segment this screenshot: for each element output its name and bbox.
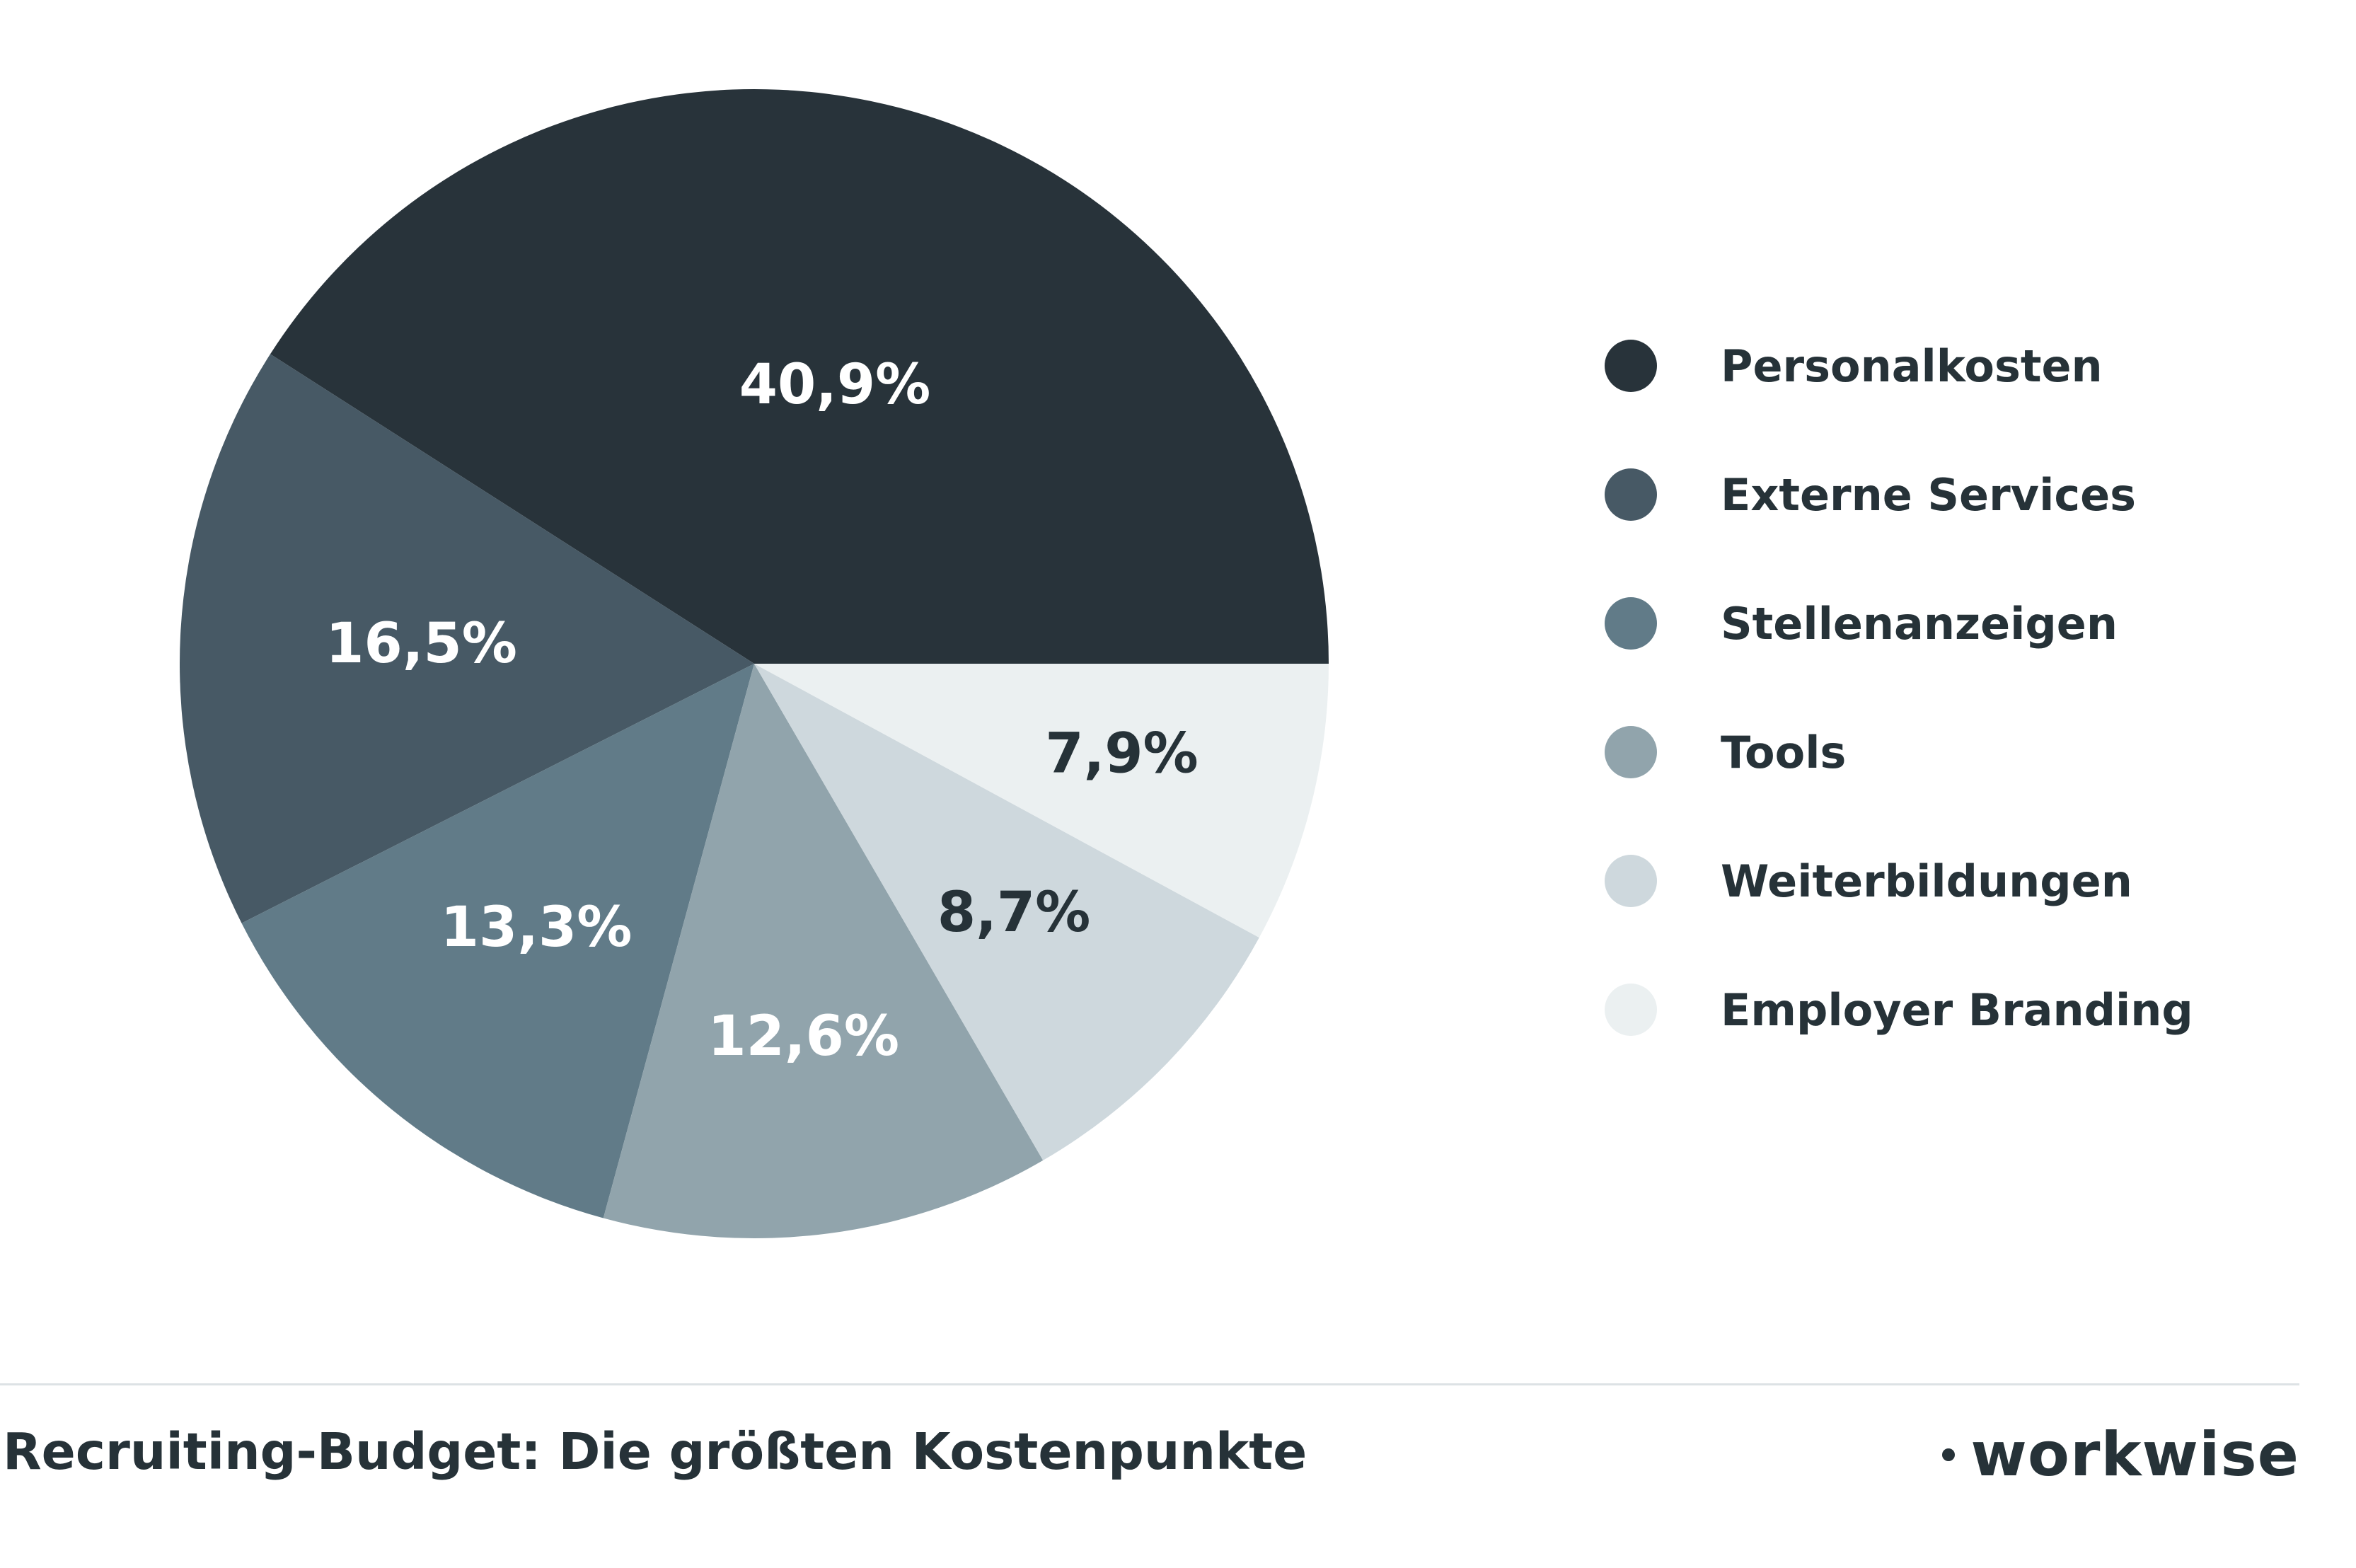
slice-label-externe-services: 16,5% [325, 612, 517, 676]
legend-item-externe-services: Externe Services [1605, 430, 2193, 559]
legend-item-weiterbildungen: Weiterbildungen [1605, 817, 2193, 945]
slice-label-employer-branding: 7,9% [1045, 722, 1198, 785]
pie-slice-employer-branding [754, 664, 1329, 938]
legend-swatch-stellenanzeigen [1605, 597, 1657, 650]
pie-slice-externe-services [179, 354, 754, 923]
brand-name: workwise [1970, 1419, 2299, 1490]
slice-label-stellenanzeigen: 13,3% [441, 896, 633, 959]
legend-item-employer-branding: Employer Branding [1605, 945, 2193, 1074]
pie-slice-stellenanzeigen [241, 664, 754, 1218]
chart-title: Recruiting-Budget: Die größten Kostenpun… [3, 1422, 1307, 1481]
legend-swatch-tools [1605, 726, 1657, 778]
legend-item-stellenanzeigen: Stellenanzeigen [1605, 559, 2193, 688]
legend-label: Personalkosten [1721, 340, 2103, 392]
slice-label-personalkosten: 40,9% [739, 353, 931, 417]
legend-swatch-employer-branding [1605, 984, 1657, 1036]
legend-label: Tools [1721, 726, 1847, 778]
legend-label: Employer Branding [1721, 984, 2193, 1036]
legend-item-tools: Tools [1605, 688, 2193, 817]
legend-swatch-weiterbildungen [1605, 855, 1657, 907]
pie-slice-tools [603, 664, 1044, 1238]
legend-swatch-externe-services [1605, 468, 1657, 521]
pie-chart: 40,9% 16,5% 13,3% 12,6% 8,7% 7,9% [179, 88, 1329, 1238]
workwise-logo: workwise [1942, 1419, 2299, 1490]
legend-item-personalkosten: Personalkosten [1605, 301, 2193, 430]
legend-label: Externe Services [1721, 468, 2137, 521]
slice-label-weiterbildungen: 8,7% [937, 881, 1090, 945]
pie-slice-weiterbildungen [754, 664, 1259, 1160]
legend-swatch-personalkosten [1605, 340, 1657, 392]
slice-label-tools: 12,6% [708, 1005, 899, 1068]
legend-label: Weiterbildungen [1721, 855, 2132, 907]
legend-label: Stellenanzeigen [1721, 597, 2118, 650]
pie-slice-personalkosten [270, 88, 1329, 664]
footer-divider [0, 1383, 2299, 1385]
workwise-logo-mark-icon [1942, 1448, 1956, 1461]
legend: Personalkosten Externe Services Stellena… [1605, 301, 2193, 1074]
